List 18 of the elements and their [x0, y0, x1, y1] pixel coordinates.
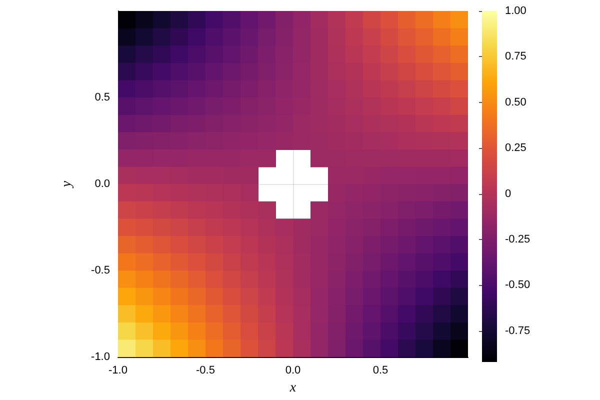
- y-tick-label: -0.5: [91, 264, 110, 277]
- color-bar-label: 0: [505, 188, 512, 200]
- x-tick-label: 0.0: [285, 364, 301, 377]
- x-tick-label: -0.5: [196, 364, 215, 377]
- color-bar-label: -0.75: [505, 324, 530, 337]
- y-tick-label: -1.0: [91, 351, 110, 364]
- x-tick-label: -1.0: [108, 364, 128, 377]
- color-bar-label: -0.50: [505, 279, 530, 292]
- color-bar-label: 1.00: [505, 5, 526, 17]
- y-axis-title: y: [60, 180, 74, 190]
- color-bar-label: 0.50: [505, 96, 526, 108]
- color-bar-label: -0.25: [505, 234, 530, 246]
- x-axis-title: x: [288, 380, 297, 396]
- color-bar-label: 0.25: [505, 142, 526, 154]
- x-tick-label: 0.5: [372, 364, 388, 377]
- y-tick-label: 0.0: [94, 178, 110, 190]
- y-tick-label: 0.5: [94, 92, 110, 104]
- color-bar-label: 0.75: [505, 50, 526, 63]
